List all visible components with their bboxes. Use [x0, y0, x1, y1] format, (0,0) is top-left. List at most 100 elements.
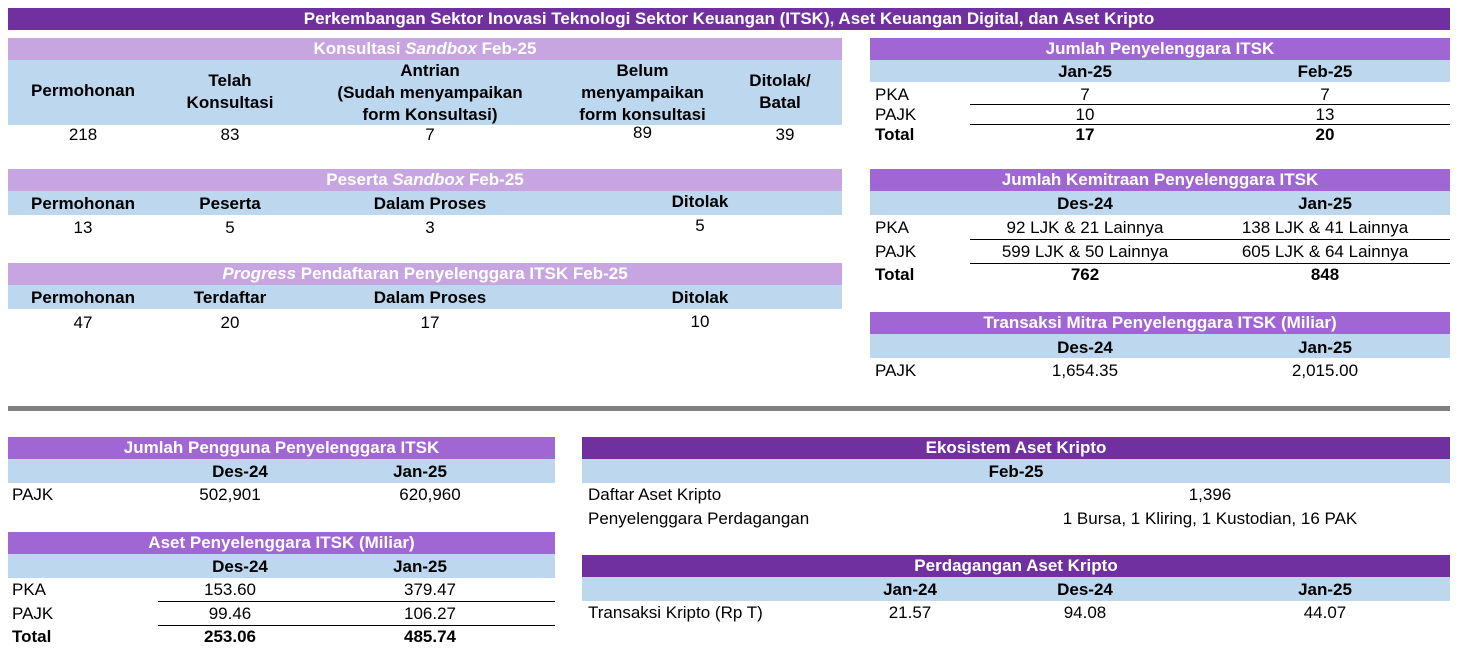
aset-total-label: Total — [12, 627, 52, 646]
perdagangan-row-v-des24: 94.08 — [1063, 603, 1107, 622]
ekosistem-row-daftar-label: Daftar Aset Kripto — [588, 485, 722, 504]
jumlah-penyelenggara-row-pajk-label: PAJK — [875, 105, 917, 124]
aset-title: Aset Penyelenggara ITSK (Miliar) — [8, 532, 555, 554]
page-title-text: Perkembangan Sektor Inovasi Teknologi Se… — [303, 9, 1155, 28]
ekosistem-title: Ekosistem Aset Kripto — [582, 437, 1450, 459]
jumlah-penyelenggara-row-pka-v1: 7 — [1080, 85, 1090, 104]
aset-row-pajk-label: PAJK — [12, 604, 54, 623]
konsultasi-val-belum: 89 — [633, 123, 652, 142]
progress-header-band — [8, 285, 842, 309]
peserta-col-dalam-proses: Dalam Proses — [373, 194, 487, 213]
perdagangan-col-jan25: Jan-25 — [1298, 580, 1352, 599]
kemitraan-total-v1: 762 — [1070, 265, 1100, 284]
transaksi-mitra-row-pajk-v1: 1,654.35 — [1051, 361, 1119, 380]
peserta-sandbox-title: Peserta Sandbox Feb-25 — [8, 169, 842, 191]
divider — [970, 239, 1450, 240]
perdagangan-header — [582, 577, 1450, 601]
peserta-header-band — [8, 191, 842, 215]
peserta-val-dalam-proses: 3 — [425, 218, 435, 237]
ekosistem-col: Feb-25 — [988, 462, 1044, 481]
pengguna-col2: Jan-25 — [393, 462, 447, 481]
progress-val-dalam-proses: 17 — [420, 313, 440, 332]
perdagangan-row-v-jan24: 21.57 — [888, 603, 932, 622]
konsultasi-sandbox-title: Konsultasi Sandbox Feb-25 — [8, 38, 842, 60]
kemitraan-total-label: Total — [875, 265, 915, 284]
transaksi-mitra-title-text: Transaksi Mitra Penyelenggara ITSK (Mili… — [983, 313, 1337, 332]
progress-col-ditolak: Ditolak — [671, 288, 729, 307]
aset-total-v1: 253.06 — [204, 627, 256, 646]
jumlah-penyelenggara-header — [870, 60, 1450, 82]
perdagangan-row-v-jan25: 44.07 — [1303, 603, 1347, 622]
aset-header — [8, 554, 555, 578]
aset-total-v2: 485.74 — [404, 627, 456, 646]
konsultasi-val-telah: 83 — [220, 125, 240, 144]
progress-title-post: Pendaftaran Penyelenggara ITSK Feb-25 — [296, 264, 628, 283]
divider — [970, 124, 1450, 125]
divider — [970, 263, 1450, 264]
kemitraan-row-pajk-v2: 605 LJK & 64 Lainnya — [1241, 242, 1409, 261]
kemitraan-row-pka-v2: 138 LJK & 41 Lainnya — [1241, 218, 1409, 237]
divider — [158, 601, 555, 602]
konsultasi-col-antrian: Antrian (Sudah menyampaikan form Konsult… — [337, 61, 523, 124]
peserta-title-italic: Sandbox — [392, 170, 465, 189]
ekosistem-row-penyelenggara-label: Penyelenggara Perdagangan — [588, 509, 810, 528]
transaksi-mitra-header — [870, 334, 1450, 358]
jumlah-penyelenggara-title: Jumlah Penyelenggara ITSK — [870, 38, 1450, 60]
peserta-title-post: Feb-25 — [464, 170, 524, 189]
konsultasi-title-post: Feb-25 — [476, 39, 537, 58]
jumlah-penyelenggara-row-pajk-v1: 10 — [1075, 105, 1095, 124]
pengguna-title: Jumlah Pengguna Penyelenggara ITSK — [8, 437, 555, 459]
pengguna-row-pajk-v2: 620,960 — [399, 485, 461, 504]
transaksi-mitra-row-pajk-v2: 2,015.00 — [1291, 361, 1359, 380]
jumlah-penyelenggara-row-pajk-v2: 13 — [1315, 105, 1335, 124]
aset-row-pka-label: PKA — [12, 580, 47, 599]
konsultasi-val-antrian: 7 — [425, 125, 435, 144]
konsultasi-val-permohonan: 218 — [68, 125, 98, 144]
perdagangan-col-des24: Des-24 — [1057, 580, 1113, 599]
konsultasi-col-belum: Belum menyampaikan form konsultasi — [579, 61, 706, 124]
kemitraan-row-pajk-label: PAJK — [875, 242, 917, 261]
progress-val-terdaftar: 20 — [220, 313, 240, 332]
jumlah-penyelenggara-col2: Feb-25 — [1297, 62, 1353, 81]
peserta-val-ditolak: 5 — [695, 216, 705, 235]
kemitraan-col1: Des-24 — [1057, 194, 1113, 213]
konsultasi-val-ditolak: 39 — [775, 125, 795, 144]
perdagangan-row-label: Transaksi Kripto (Rp T) — [588, 603, 763, 622]
kemitraan-row-pka-v1: 92 LJK & 21 Lainnya — [1006, 218, 1164, 237]
jumlah-penyelenggara-total-label: Total — [875, 125, 915, 144]
progress-val-ditolak: 10 — [690, 312, 710, 331]
peserta-title-pre: Peserta — [326, 170, 393, 189]
jumlah-penyelenggara-row-pka-label: PKA — [875, 85, 910, 104]
pengguna-header — [8, 459, 555, 483]
peserta-col-ditolak: Ditolak — [671, 192, 729, 211]
kemitraan-row-pajk-v1: 599 LJK & 50 Lainnya — [1001, 242, 1169, 261]
kemitraan-total-v2: 848 — [1310, 265, 1340, 284]
transaksi-mitra-row-pajk-label: PAJK — [875, 361, 917, 380]
divider — [158, 625, 555, 626]
jumlah-penyelenggara-col1: Jan-25 — [1058, 62, 1112, 81]
aset-row-pajk-v1: 99.46 — [208, 604, 252, 623]
pengguna-col1: Des-24 — [212, 462, 268, 481]
progress-col-dalam-proses: Dalam Proses — [373, 288, 487, 307]
transaksi-mitra-col1: Des-24 — [1057, 338, 1113, 357]
divider — [970, 104, 1450, 105]
ekosistem-row-daftar-value: 1,396 — [1188, 485, 1232, 504]
konsultasi-title-pre: Konsultasi — [313, 39, 406, 58]
aset-row-pajk-v2: 106.27 — [404, 604, 456, 623]
ekosistem-row-penyelenggara-value: 1 Bursa, 1 Kliring, 1 Kustodian, 16 PAK — [1062, 509, 1358, 528]
aset-row-pka-v1: 153.60 — [204, 580, 256, 599]
aset-col2: Jan-25 — [393, 557, 447, 576]
progress-val-permohonan: 47 — [73, 313, 93, 332]
kemitraan-col2: Jan-25 — [1298, 194, 1352, 213]
perdagangan-col-jan24: Jan-24 — [883, 580, 937, 599]
progress-col-permohonan: Permohonan — [31, 288, 135, 307]
kemitraan-row-pka-label: PKA — [875, 218, 910, 237]
progress-pendaftaran-title: Progress Pendaftaran Penyelenggara ITSK … — [8, 263, 842, 285]
jumlah-penyelenggara-title-text: Jumlah Penyelenggara ITSK — [1045, 39, 1275, 58]
aset-title-text: Aset Penyelenggara ITSK (Miliar) — [148, 533, 415, 552]
jumlah-penyelenggara-total-v1: 17 — [1075, 125, 1095, 144]
page-title: Perkembangan Sektor Inovasi Teknologi Se… — [8, 8, 1450, 30]
progress-col-terdaftar: Terdaftar — [193, 288, 267, 307]
section-separator — [8, 406, 1450, 411]
perdagangan-title-text: Perdagangan Aset Kripto — [914, 556, 1118, 575]
